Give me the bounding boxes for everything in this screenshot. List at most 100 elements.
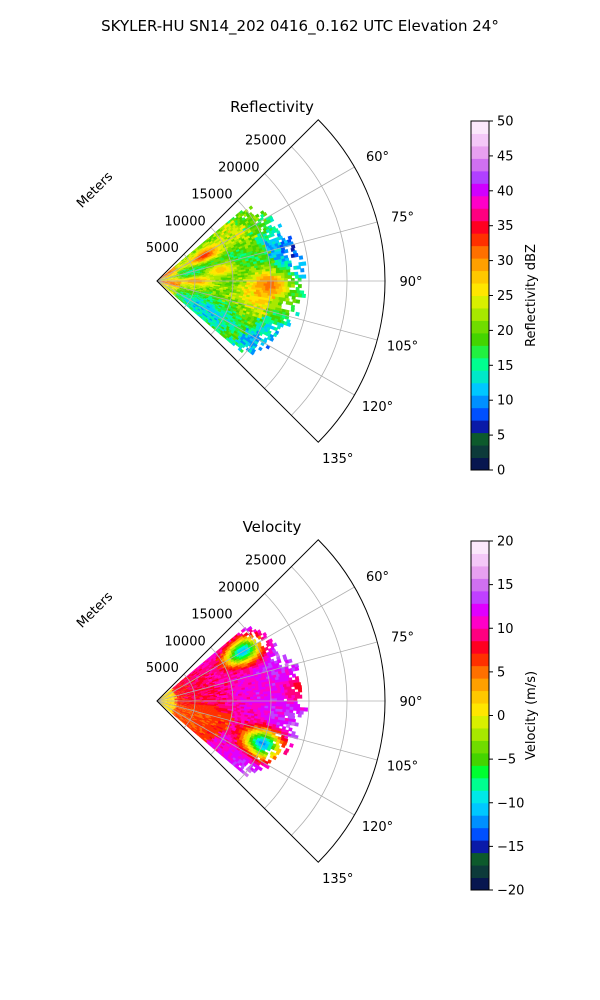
velocity-data-cell [204, 724, 209, 728]
velocity-data-cell [201, 723, 206, 727]
velocity-data-cell [236, 697, 241, 700]
reflectivity-data-cell [201, 265, 206, 269]
reflectivity-data-cell [191, 292, 196, 295]
reflectivity-data-cell [208, 308, 213, 312]
reflectivity-data-cell [295, 287, 300, 292]
velocity-data-cell [203, 697, 208, 700]
reflectivity-data-cell [236, 308, 241, 312]
reflectivity-data-cell [180, 286, 185, 288]
velocity-data-cell [283, 701, 288, 705]
reflectivity-data-cell [229, 249, 234, 253]
velocity-data-cell [163, 693, 167, 696]
reflectivity-data-cell [214, 240, 219, 244]
reflectivity-data-cell [173, 270, 177, 273]
velocity-data-cell [233, 723, 238, 727]
reflectivity-data-cell [174, 287, 179, 290]
reflectivity-data-cell [205, 268, 210, 271]
velocity-data-cell [174, 684, 178, 688]
velocity-data-cell [248, 692, 253, 696]
reflectivity-data-cell [229, 313, 234, 317]
velocity-data-cell [296, 710, 301, 715]
reflectivity-data-cell [182, 299, 186, 303]
reflectivity-data-cell [175, 295, 178, 299]
reflectivity-data-cell [199, 269, 204, 272]
velocity-data-cell [203, 711, 209, 714]
velocity-data-cell [181, 682, 185, 685]
reflectivity-data-cell [168, 289, 172, 292]
reflectivity-data-cell [176, 275, 181, 277]
reflectivity-data-cell [198, 248, 202, 252]
reflectivity-data-cell [287, 235, 293, 241]
reflectivity-data-cell [162, 277, 167, 280]
reflectivity-data-cell [168, 285, 173, 288]
reflectivity-data-cell [171, 273, 175, 276]
velocity-data-cell [255, 701, 260, 704]
velocity-data-cell [217, 696, 222, 699]
velocity-data-cell [173, 703, 177, 706]
velocity-data-cell [234, 725, 239, 729]
reflectivity-data-cell [212, 253, 217, 257]
reflectivity-data-cell [198, 256, 202, 260]
reflectivity-data-cell [200, 313, 204, 317]
velocity-data-cell [230, 733, 235, 738]
reflectivity-data-cell [215, 298, 220, 301]
reflectivity-data-cell [212, 302, 217, 306]
velocity-data-cell [163, 703, 167, 705]
reflectivity-data-cell [176, 292, 180, 296]
reflectivity-data-cell [200, 261, 205, 265]
velocity-data-cell [200, 682, 205, 686]
reflectivity-data-cell [229, 307, 235, 312]
reflectivity-data-cell [173, 292, 177, 295]
velocity-data-cell [197, 668, 201, 672]
reflectivity-data-cell [240, 273, 245, 276]
reflectivity-data-cell [211, 252, 215, 256]
reflectivity-data-cell [199, 260, 204, 264]
reflectivity-data-cell [181, 282, 186, 284]
reflectivity-data-cell [177, 266, 181, 269]
reflectivity-data-cell [189, 293, 193, 296]
reflectivity-data-cell [180, 275, 185, 277]
velocity-data-cell [218, 728, 223, 732]
velocity-data-cell [177, 702, 182, 704]
velocity-data-cell [231, 728, 237, 732]
velocity-data-cell [209, 720, 215, 724]
reflectivity-data-cell [209, 243, 214, 248]
velocity-data-cell [248, 701, 253, 704]
velocity-data-cell [167, 693, 172, 696]
velocity-data-cell [198, 686, 203, 690]
reflectivity-data-cell [184, 301, 188, 305]
velocity-data-cell [196, 666, 201, 671]
velocity-data-cell [212, 728, 217, 732]
velocity-data-cell [176, 682, 181, 686]
reflectivity-data-cell [191, 306, 195, 310]
velocity-data-cell [303, 707, 309, 712]
reflectivity-radial-label: Meters [74, 169, 116, 211]
reflectivity-data-cell [213, 278, 218, 281]
reflectivity-data-cell [170, 271, 175, 274]
reflectivity-data-cell [253, 283, 258, 286]
velocity-data-cell [194, 667, 198, 671]
velocity-data-cell [187, 704, 191, 706]
velocity-data-cell [205, 710, 209, 713]
reflectivity-data-cell [192, 250, 197, 254]
velocity-data-cell [200, 675, 205, 679]
reflectivity-data-cell [195, 312, 199, 316]
velocity-data-cell [231, 664, 236, 669]
velocity-data-cell [194, 683, 199, 686]
reflectivity-data-cell [284, 249, 289, 254]
velocity-data-cell [181, 710, 186, 713]
reflectivity-data-cell [207, 277, 212, 280]
reflectivity-data-cell [177, 277, 181, 279]
velocity-data-cell [205, 709, 210, 712]
velocity-data-cell [203, 681, 208, 685]
velocity-data-cell [293, 701, 298, 705]
velocity-data-cell [202, 721, 206, 724]
reflectivity-data-cell [174, 283, 179, 285]
velocity-data-cell [178, 687, 183, 690]
velocity-data-cell [183, 678, 187, 682]
velocity-data-cell [179, 689, 184, 692]
velocity-data-cell [271, 706, 276, 710]
velocity-data-cell [230, 701, 235, 704]
reflectivity-data-cell [210, 277, 215, 279]
velocity-data-cell [173, 697, 178, 699]
